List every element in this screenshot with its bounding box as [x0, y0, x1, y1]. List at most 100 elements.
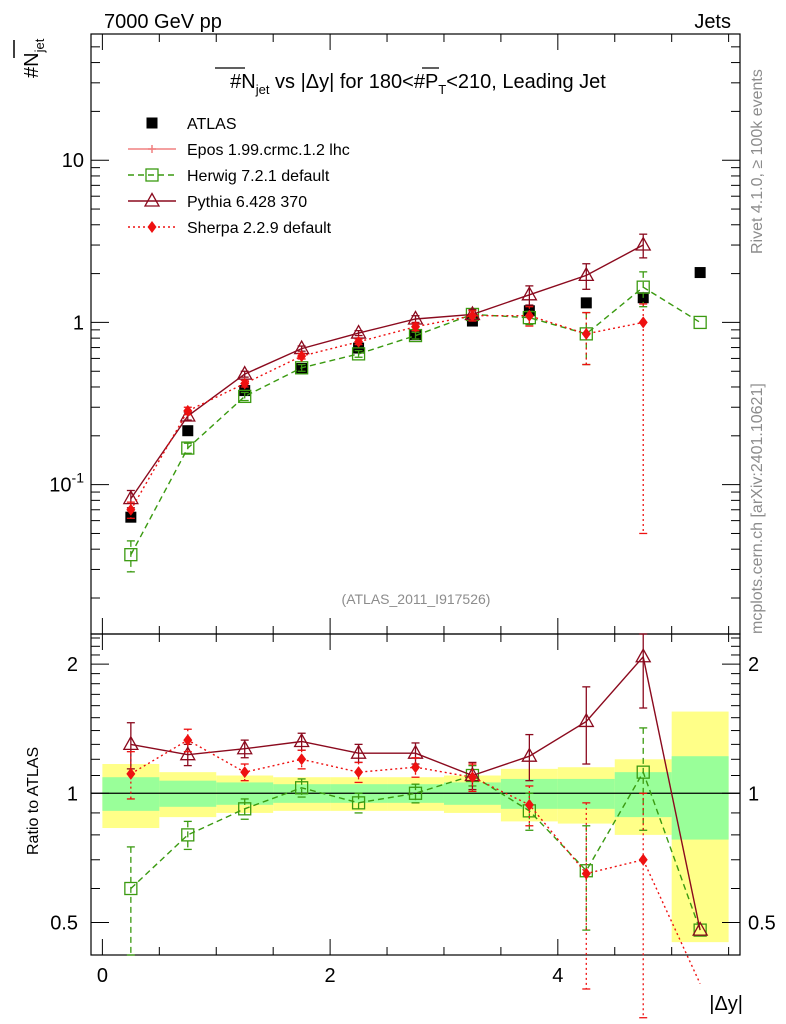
atlas-data-point: [580, 297, 592, 309]
herwig-point: [351, 347, 366, 361]
herwig-point: [693, 315, 707, 330]
sherpa-point: [240, 377, 250, 390]
title-hash: #: [230, 71, 242, 93]
ratio-tick-label: 1: [67, 783, 78, 805]
herwig-point: [636, 280, 650, 294]
ratio-frame: [90, 633, 741, 956]
header-left: 7000 GeV pp: [104, 11, 222, 33]
x-axis-label: |Δy|: [709, 993, 743, 1015]
legend-marker: [148, 145, 156, 153]
legend-label: ATLAS: [187, 116, 237, 133]
legend-marker: [145, 168, 159, 182]
sherpa-ratio-point: [183, 734, 193, 747]
title-end: <210, Leading Jet: [446, 71, 606, 93]
title-n-sub: jet: [255, 82, 270, 97]
sherpa-point: [411, 320, 420, 333]
plot-frames: [90, 33, 741, 956]
legend-marker: [143, 192, 161, 207]
pythia-ratio-point: [350, 744, 367, 759]
sherpa-point: [183, 404, 193, 417]
pythia-ratio-point: [692, 921, 709, 936]
herwig-ratio-point: [693, 923, 707, 937]
sherpa-point: [638, 316, 648, 329]
sherpa-ratio-point: [126, 767, 136, 780]
pythia-ratio-point: [236, 739, 253, 755]
herwig-point: [181, 441, 195, 455]
pythia-point: [521, 285, 538, 301]
herwig-ratio-point: [351, 796, 366, 810]
herwig-ratio-line: [130, 770, 701, 931]
sherpa-point: [524, 309, 534, 322]
legend-marker: [147, 221, 157, 233]
sherpa-ratio-point: [354, 766, 364, 779]
title-p-sub: T: [438, 82, 446, 97]
y-tick-label: 1: [73, 312, 84, 334]
sherpa-line: [130, 315, 644, 511]
ratio-tick-label-right: 0.5: [748, 912, 776, 934]
title-mid: vs |Δy| for 180<#: [269, 71, 425, 93]
band-inner: [671, 756, 729, 840]
pythia-ratio-point: [122, 735, 139, 751]
y-tick-label-exp: -1: [72, 470, 85, 486]
y-axis-label-hash: #: [21, 66, 43, 78]
y-tick-label: 10-1: [49, 470, 84, 497]
ratio-tick-label: 2: [67, 654, 78, 676]
main-panel-series: [122, 233, 707, 573]
sherpa-ratio-point: [297, 753, 307, 766]
mcplots-source-label: mcplots.cern.ch [arXiv:2401.10621]: [749, 383, 766, 634]
herwig-point: [238, 389, 252, 404]
pythia-ratio-point: [521, 747, 538, 762]
herwig-ratio-point: [238, 802, 252, 816]
y-axis-label-n: N: [21, 52, 43, 66]
ratio-tick-label-right: 2: [748, 654, 759, 676]
header-right: Jets: [694, 11, 731, 33]
pythia-ratio-point: [293, 732, 310, 748]
legend-label: Herwig 7.2.1 default: [187, 168, 330, 185]
ratio-axis-label: Ratio to ATLAS: [25, 747, 42, 855]
ratio-tick-label-right: 1: [748, 783, 759, 805]
atlas-data-point: [182, 425, 194, 437]
sherpa-point: [297, 350, 307, 363]
pythia-ratio-point: [179, 745, 196, 761]
atlas-data-point: [694, 267, 706, 279]
chart-title: #Njet vs |Δy| for 180<#PT<210, Leading J…: [230, 71, 606, 97]
y-tick-label: 10: [62, 150, 84, 172]
pythia-line: [130, 244, 644, 499]
reference-label: (ATLAS_2011_I917526): [342, 591, 491, 607]
ratio-tick-label: 0.5: [50, 912, 78, 934]
herwig-ratio-point: [636, 765, 650, 779]
sherpa-ratio-point: [240, 766, 250, 779]
herwig-line: [130, 286, 701, 556]
legend-label: Pythia 6.428 370: [187, 194, 307, 211]
y-axis-label: #Njet: [21, 38, 47, 78]
uncertainty-bands: [102, 711, 729, 943]
sherpa-ratio-point: [411, 761, 420, 774]
x-tick-label: 2: [325, 965, 336, 987]
herwig-ratio-point: [124, 881, 138, 896]
herwig-ratio-point: [294, 781, 309, 795]
legend-label: Sherpa 2.2.9 default: [187, 220, 332, 237]
sherpa-ratio-point: [524, 798, 534, 811]
herwig-point: [124, 548, 138, 562]
rivet-version-label: Rivet 4.1.0, ≥ 100k events: [749, 69, 766, 254]
sherpa-point: [354, 335, 364, 348]
y-tick-label-base: 10: [49, 475, 71, 497]
pythia-ratio-point: [578, 712, 595, 728]
sherpa-ratio-point: [581, 867, 591, 880]
sherpa-point: [581, 327, 591, 340]
legend-label: Epos 1.99.crmc.1.2 lhc: [187, 142, 350, 159]
sherpa-ratio-point: [467, 771, 477, 784]
pythia-point: [578, 266, 595, 282]
ratio-panel-series: [122, 633, 709, 1019]
herwig-ratio-point: [181, 828, 195, 842]
sherpa-point: [467, 309, 477, 322]
x-tick-label: 4: [552, 965, 563, 987]
legend-marker: [146, 117, 158, 129]
pythia-point: [635, 236, 652, 251]
sherpa-ratio-point: [638, 853, 648, 866]
y-axis-label-sub: jet: [32, 38, 47, 53]
x-tick-label: 0: [97, 965, 108, 987]
herwig-ratio-point: [408, 786, 423, 800]
